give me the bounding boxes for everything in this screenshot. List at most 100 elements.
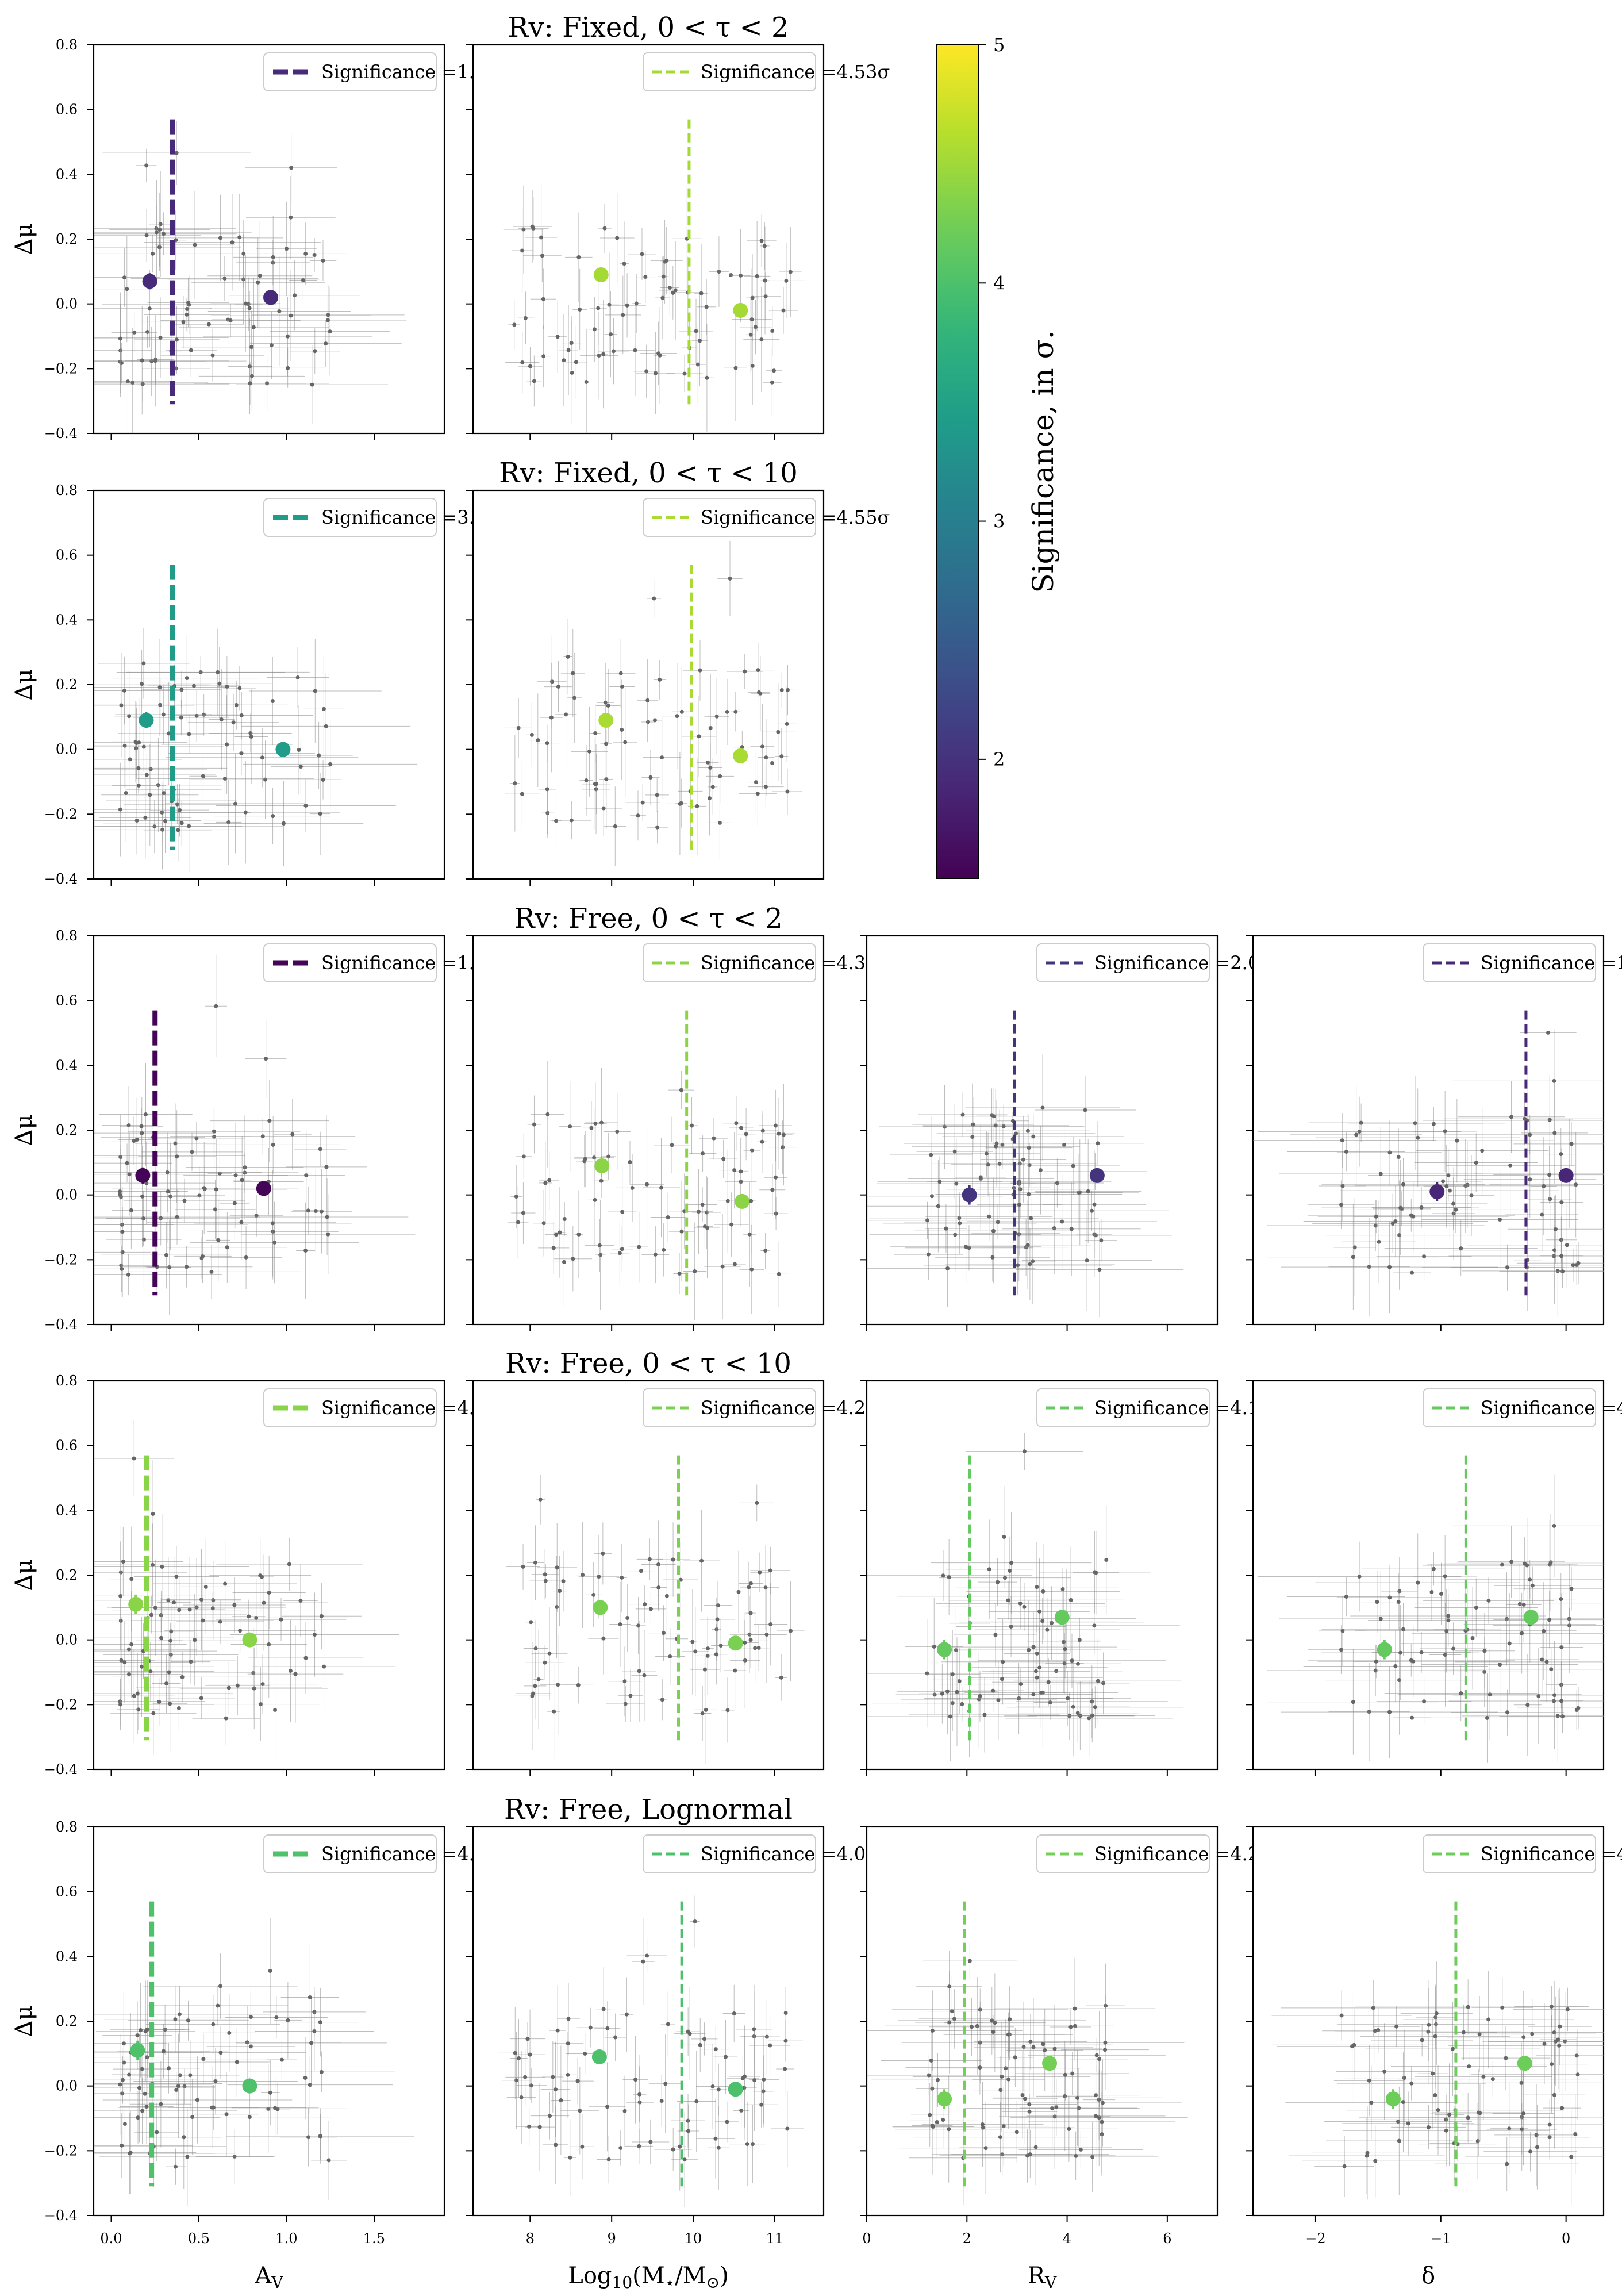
data-point [637, 2144, 641, 2148]
binned-point [1517, 2056, 1532, 2071]
data-point [991, 1688, 996, 1693]
data-point [929, 1194, 934, 1199]
data-point [569, 341, 574, 345]
data-point [260, 755, 264, 760]
legend: Significance =4.29σ [643, 1388, 890, 1427]
data-point [671, 1557, 675, 1562]
data-point [945, 1266, 950, 1270]
data-point [1371, 2006, 1375, 2010]
data-point [286, 2018, 290, 2022]
data-point [239, 1220, 244, 1224]
scatter-panel: Significance =4.01σ −0.4 −0.2 0.0 0.2 0.4 0.6 0… [11, 1819, 510, 2247]
scatter-panel: Significance =1.91σ−0.4−0.20.00.20.40.60… [11, 37, 510, 441]
data-point [708, 726, 713, 731]
data-point [541, 1221, 546, 1226]
data-point [516, 1220, 520, 1224]
data-point [593, 1121, 598, 1126]
binned-point [728, 2082, 743, 2097]
data-point [318, 2134, 323, 2139]
data-point [523, 2075, 528, 2079]
legend-box [1423, 1388, 1596, 1427]
data-point [760, 744, 764, 749]
data-point [144, 163, 149, 168]
colorbar-label: Significance, in σ. [1027, 330, 1060, 593]
binned-point [139, 712, 154, 728]
data-point [620, 1210, 625, 1214]
data-point [628, 1694, 633, 1698]
data-point [121, 1560, 125, 1564]
data-point [529, 1620, 533, 1625]
data-point [1470, 1635, 1475, 1640]
data-point [148, 767, 153, 771]
data-point [1373, 2029, 1377, 2033]
x-tick-label: 10 [685, 2230, 702, 2247]
y-axis-label: Δμ [11, 1115, 37, 1146]
data-point [140, 2109, 145, 2113]
data-point [598, 1253, 603, 1257]
data-point [158, 222, 163, 226]
data-point [1505, 1265, 1510, 1270]
data-point [528, 364, 532, 368]
data-point [263, 777, 268, 782]
data-point [126, 1123, 131, 1128]
data-point [169, 1629, 174, 1634]
x-tick-label: −1 [1431, 2230, 1451, 2247]
y-tick-label: 0.0 [56, 1632, 78, 1648]
data-point [625, 303, 629, 308]
data-point [120, 2091, 125, 2096]
data-point [1549, 1667, 1554, 1672]
data-point [532, 379, 536, 383]
data-point [1409, 2081, 1414, 2086]
data-point [666, 2022, 670, 2026]
data-point [520, 792, 524, 796]
data-point [125, 287, 129, 291]
data-point [120, 2143, 124, 2148]
data-point [274, 2015, 279, 2020]
data-point [748, 1581, 753, 1586]
data-point [519, 2095, 524, 2099]
data-point [1426, 2029, 1431, 2034]
data-point [785, 721, 789, 726]
data-point [652, 718, 657, 723]
data-point [521, 1564, 525, 1569]
data-point [714, 1652, 718, 1657]
data-point [622, 1679, 627, 1684]
data-point [679, 709, 684, 714]
data-point [739, 273, 743, 278]
binned-point [1054, 1610, 1070, 1625]
data-point [639, 1569, 643, 1573]
data-point [321, 258, 325, 263]
data-point [1481, 2074, 1486, 2079]
data-point [247, 2115, 252, 2120]
data-point [759, 239, 764, 243]
y-tick-label: 0.6 [56, 1438, 78, 1454]
data-point [690, 1123, 694, 1128]
data-point [1093, 1705, 1097, 1710]
data-point [768, 1622, 773, 1627]
data-point [736, 1589, 741, 1594]
data-point [175, 802, 179, 807]
data-point [597, 1243, 602, 1247]
data-point [1552, 1523, 1556, 1528]
colorbar [936, 44, 979, 879]
data-point [576, 255, 581, 259]
data-point [774, 1175, 778, 1180]
data-point [140, 682, 144, 686]
data-point [576, 1683, 581, 1687]
data-point [173, 2164, 178, 2169]
y-tick-label: 0.2 [56, 231, 78, 247]
data-point [1420, 2038, 1424, 2042]
data-point [755, 274, 759, 278]
data-point [211, 2022, 216, 2026]
data-point [118, 336, 122, 341]
data-point [785, 789, 790, 794]
data-point [1045, 1627, 1050, 1632]
data-point [319, 1209, 324, 1214]
data-point [945, 1689, 950, 1694]
data-point [761, 2089, 766, 2094]
data-point [570, 370, 574, 375]
data-point [1509, 1115, 1514, 1119]
data-point [1401, 2100, 1405, 2105]
legend: Significance =4.01σ [263, 1834, 510, 1873]
data-point [710, 2084, 715, 2089]
